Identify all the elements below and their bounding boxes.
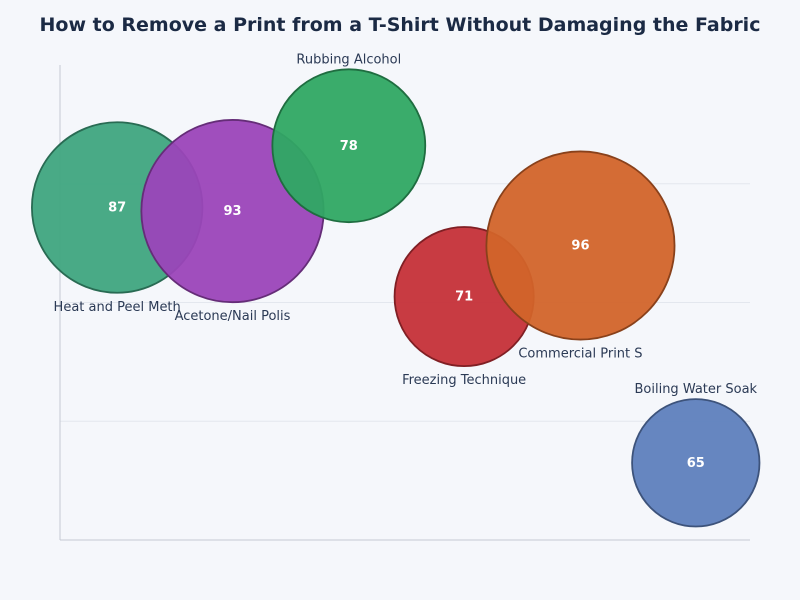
bubble <box>631 398 761 528</box>
bubble-category-label: Rubbing Alcohol <box>296 52 401 67</box>
bubble <box>485 150 676 341</box>
bubble-value-label: 96 <box>571 239 589 254</box>
bubble <box>271 68 427 224</box>
bubble-value-label: 71 <box>455 290 473 305</box>
bubble-category-label: Acetone/Nail Polis <box>175 309 291 324</box>
bubble-value-label: 87 <box>108 201 126 216</box>
bubble-value-label: 78 <box>340 139 358 154</box>
bubble-category-label: Boiling Water Soak <box>634 382 757 397</box>
bubble-value-label: 65 <box>687 456 705 471</box>
chart-title: How to Remove a Print from a T-Shirt Wit… <box>39 14 761 36</box>
bubbles: 87 93 78 71 96 65 Heat and Peel MethAcetone/Na… <box>31 52 761 528</box>
bubble-category-label: Freezing Technique <box>402 373 526 388</box>
bubble-category-label: Heat and Peel Meth <box>54 300 181 315</box>
bubble-category-label: Commercial Print S <box>518 347 642 362</box>
bubble-value-label: 93 <box>223 204 241 219</box>
